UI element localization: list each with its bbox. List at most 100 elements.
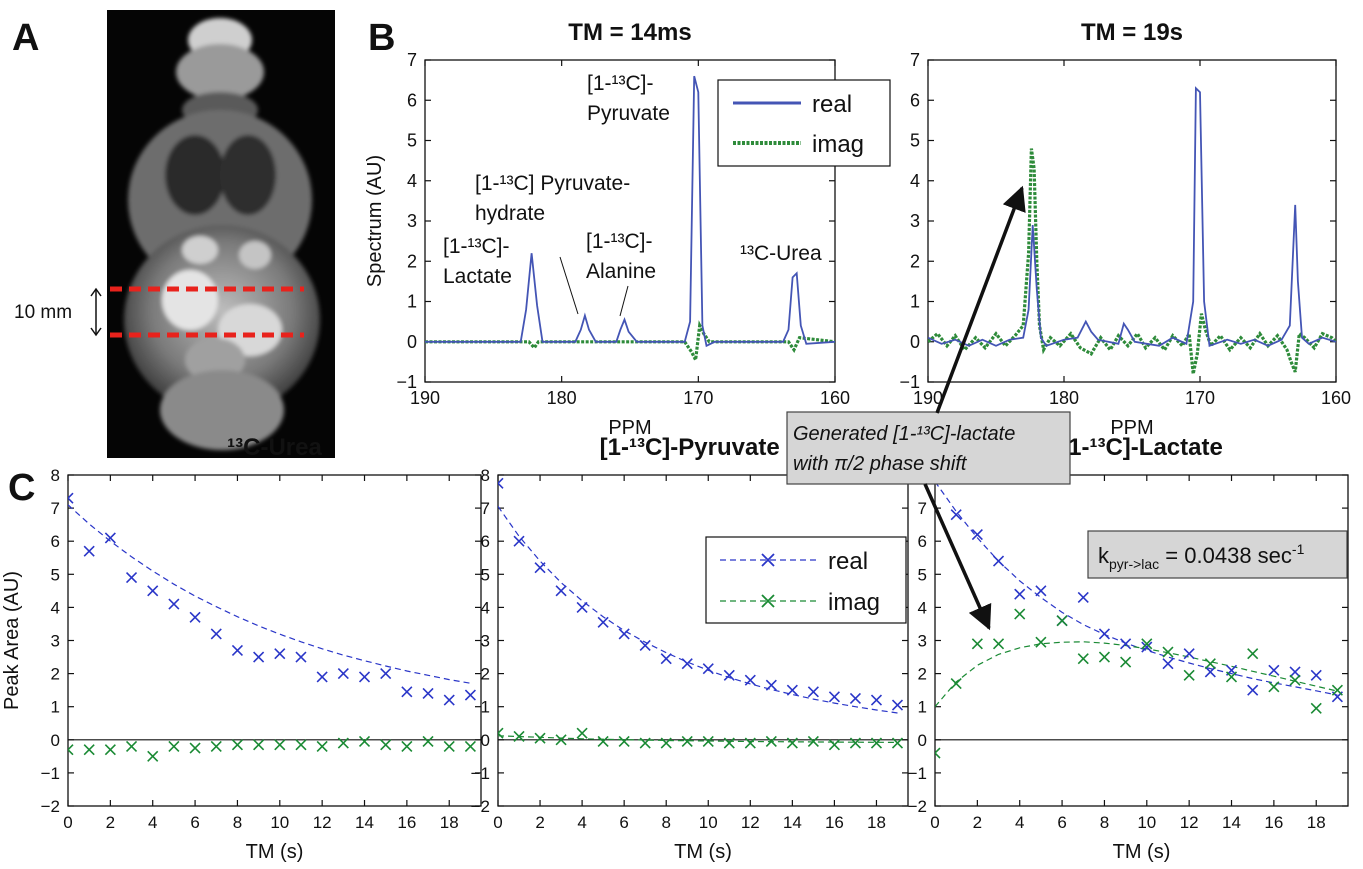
point-imag [1225,671,1238,683]
panel-label-b: B [368,17,395,59]
point-imag [295,739,307,751]
x-tick-label: 0 [930,813,939,832]
point-imag [870,737,883,749]
point-imag [1268,681,1280,693]
point-imag [337,737,349,749]
chart-5: 024681012141618−2−1012345678[1-¹³C]-Lact… [908,434,1349,863]
x-tick-label: 10 [270,813,289,832]
fit-line-real [498,506,898,714]
legend: real imag [717,79,891,167]
legend-label-real: real [828,548,868,575]
chart-1: 190 180 170 160 −1 0 1 2 3 4 5 6 7 TM = 14ms PPM Spectr… [364,19,891,439]
point-real [464,689,476,701]
point-real [597,616,609,628]
point-imag [83,744,95,756]
series-line-real [928,86,1336,348]
legend-label-real: real [812,91,852,118]
point-real [681,658,693,670]
point-imag [104,744,116,756]
point-real [189,611,201,623]
point-real [168,598,180,610]
rate-box: kpyr->lac = 0.0438 sec-1 [1087,530,1348,579]
legend: real imag [705,536,907,624]
x-tick-label: 190 [410,388,440,408]
point-imag [1289,674,1301,686]
point-imag [1120,656,1132,668]
y-tick-label: 4 [910,171,920,191]
x-tick-label: 180 [547,388,577,408]
callout: Generated [1-¹³C]-lactate with π/2 phase… [786,185,1071,631]
peak-leader-alanine [619,285,629,317]
peak-label: [1-¹³C]- [443,235,510,258]
plot-frame [497,474,909,807]
rate-k: k [1098,543,1110,568]
point-imag [1247,648,1259,660]
plot-area [68,492,481,762]
y-tick-label: 6 [51,532,60,551]
callout-line-2: with π/2 phase shift [793,453,968,475]
point-imag [1204,658,1216,670]
scale-label: 10 mm [14,302,72,323]
x-tick-label: 6 [619,813,628,832]
point-imag [660,737,672,749]
point-real [104,532,116,544]
plot-frame [927,59,1337,383]
legend-label-imag: imag [812,131,864,158]
x-tick-label: 2 [973,813,982,832]
point-real [723,669,735,681]
x-axis-label: TM (s) [674,841,732,863]
x-axis-label: TM (s) [1113,841,1171,863]
chart-title: TM = 14ms [568,19,691,46]
point-imag [891,737,904,749]
point-real [765,679,777,691]
chart-title: TM = 19s [1081,19,1183,46]
point-real [1098,628,1111,640]
y-tick-label: −2 [471,797,490,816]
point-imag [534,732,546,744]
point-real [1162,658,1174,670]
scale-bar: 10 mm [14,287,102,337]
x-tick-label: 2 [106,813,115,832]
y-tick-label: 5 [910,131,920,151]
y-tick-label: 3 [51,632,60,651]
point-real [1014,588,1026,600]
x-tick-label: 8 [1100,813,1109,832]
point-imag [1056,615,1068,627]
point-imag [744,737,756,749]
point-imag [316,740,328,752]
point-real [274,648,286,660]
legend-label-imag: imag [828,589,880,616]
point-real [891,699,904,711]
point-imag [849,737,862,749]
point-real [660,653,672,665]
point-imag [992,638,1005,650]
y-tick-label: 7 [407,50,417,70]
plot-area [935,475,1348,759]
point-real [807,686,819,698]
y-tick-label: 0 [481,731,490,750]
y-tick-label: 5 [51,565,60,584]
x-tick-label: 12 [741,813,760,832]
point-imag [380,739,392,751]
plot-area [425,75,835,366]
x-tick-label: 8 [233,813,242,832]
point-real [253,651,265,663]
point-real [702,663,714,675]
callout-arrow-up [935,185,1026,414]
point-imag [786,737,798,749]
y-tick-label: 2 [910,251,920,271]
point-real [618,628,630,640]
x-tick-label: 4 [1015,813,1024,832]
point-imag [358,735,371,748]
point-real [380,668,392,680]
point-imag [147,750,159,762]
x-tick-label: 16 [397,813,416,832]
callout-arrow-down [923,483,992,631]
point-real [744,674,756,686]
x-tick-label: 18 [440,813,459,832]
x-tick-label: 160 [820,388,850,408]
point-real [125,572,138,584]
peak-label: Alanine [586,260,656,283]
point-real [337,668,349,680]
